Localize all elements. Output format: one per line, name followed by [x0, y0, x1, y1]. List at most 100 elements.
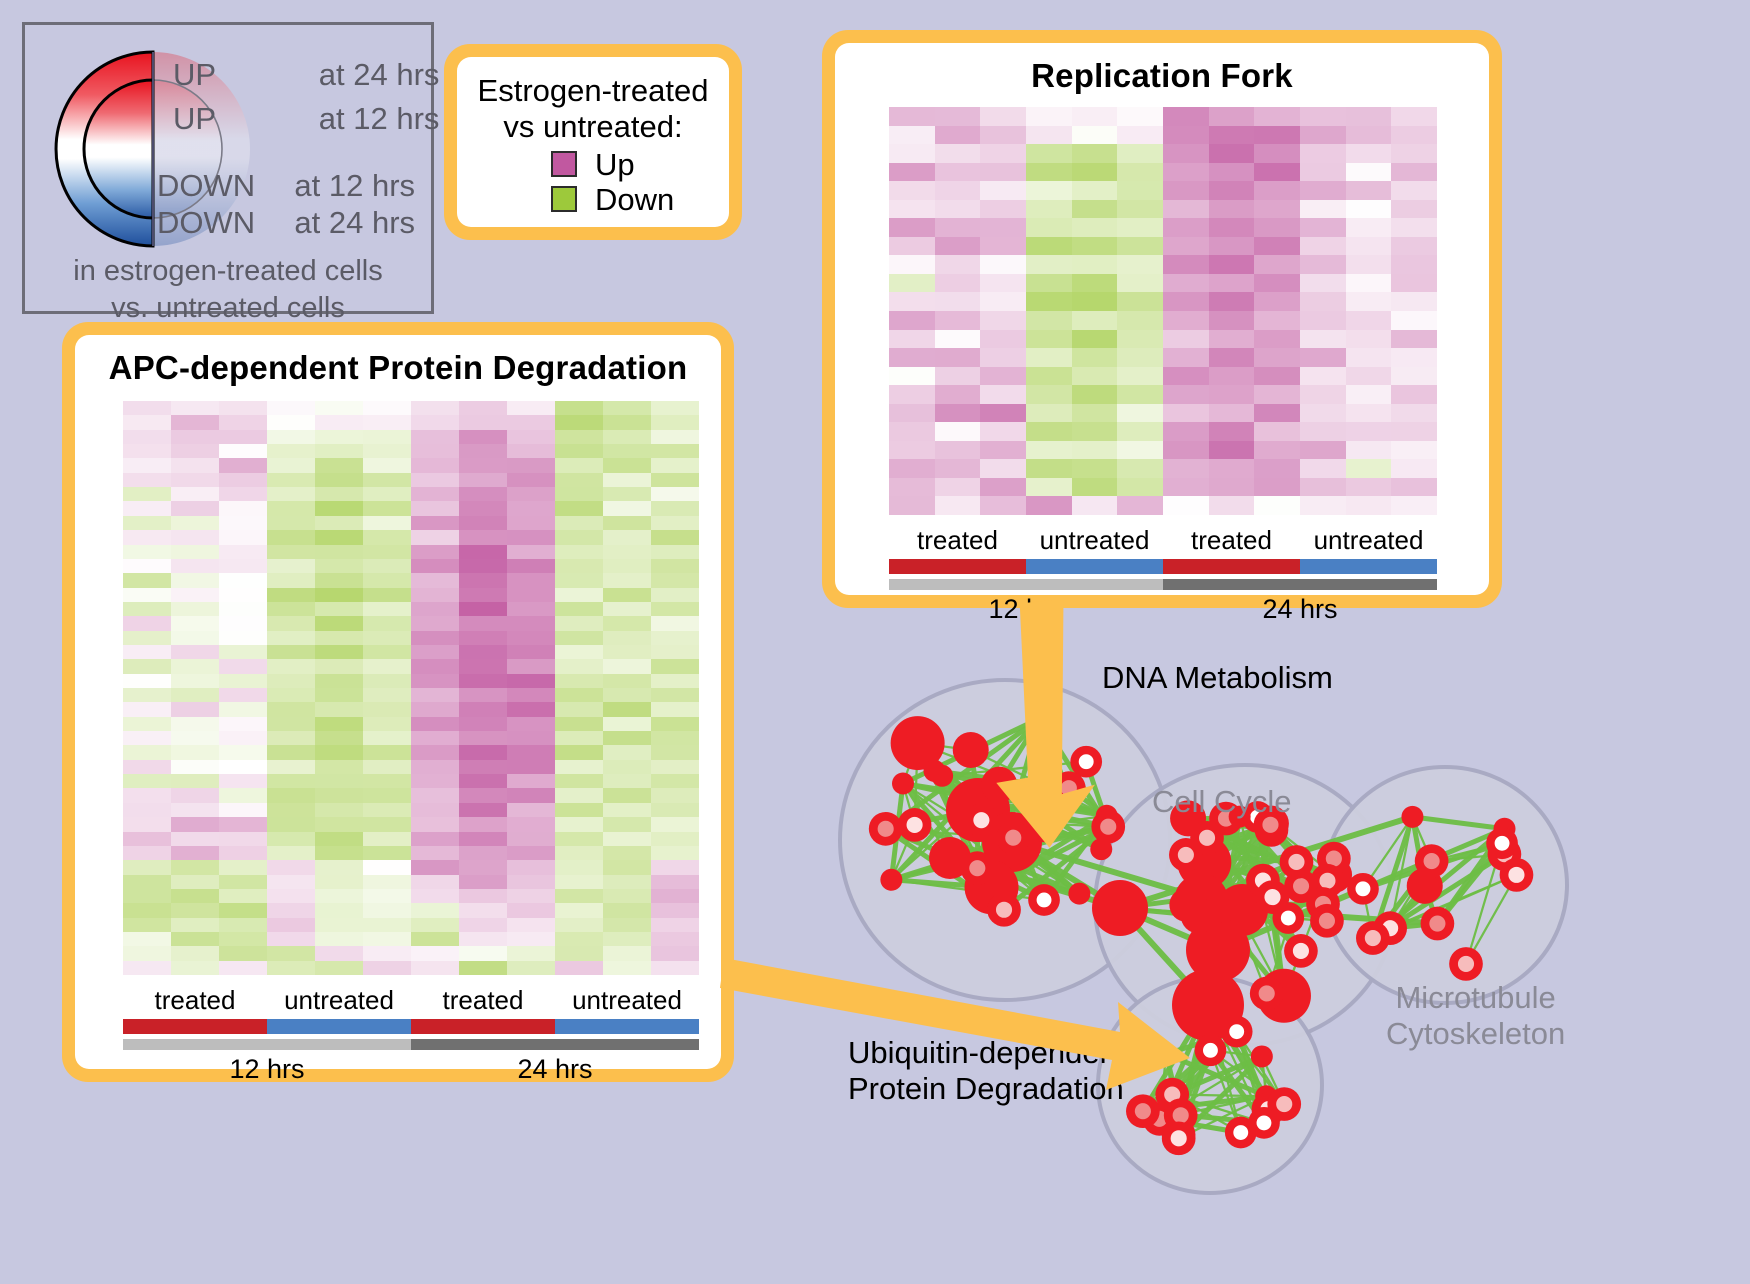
heatmap-cell [1117, 348, 1163, 367]
network-node[interactable] [878, 821, 894, 837]
network-node[interactable] [969, 860, 985, 876]
network-node[interactable] [1259, 985, 1275, 1001]
heatmap-cell [1254, 367, 1300, 386]
heatmap-cell [219, 458, 267, 472]
network-node[interactable] [1281, 911, 1296, 926]
heatmap-cell [123, 903, 171, 917]
heatmap-cell [507, 717, 555, 731]
network-node[interactable] [1319, 873, 1335, 889]
network-node[interactable] [1264, 889, 1280, 905]
heatmap-cell [171, 415, 219, 429]
network-node[interactable] [1429, 915, 1445, 931]
heatmap-cell [651, 832, 699, 846]
network-node[interactable] [1508, 867, 1524, 883]
color-legend-key-up: Up [551, 149, 729, 180]
heatmap-cell [1026, 422, 1072, 441]
heatmap-cell [459, 717, 507, 731]
network-node[interactable] [880, 869, 902, 891]
network-node[interactable] [1495, 836, 1510, 851]
network-node[interactable] [1401, 806, 1423, 828]
network-node[interactable] [1293, 878, 1309, 894]
heatmap-cell [555, 545, 603, 559]
heatmap-cell [411, 458, 459, 472]
network-node[interactable] [923, 760, 945, 782]
heatmap-cell [889, 459, 935, 478]
heatmap-cell [1072, 126, 1118, 145]
heatmap-cell [603, 674, 651, 688]
heatmap-cell [1209, 181, 1255, 200]
heatmap-cell [219, 688, 267, 702]
network-node[interactable] [1276, 1096, 1292, 1112]
heatmap-cell [1209, 367, 1255, 386]
network-node[interactable] [1092, 880, 1148, 936]
network-node[interactable] [1424, 853, 1440, 869]
heatmap-cell [123, 875, 171, 889]
heatmap-cell [1026, 292, 1072, 311]
heatmap-cell [507, 918, 555, 932]
heatmap-cell [123, 616, 171, 630]
heatmap-cell [123, 702, 171, 716]
heatmap-cell [1163, 367, 1209, 386]
network-node[interactable] [892, 773, 914, 795]
network-node[interactable] [1293, 943, 1309, 959]
heatmap-cell [555, 731, 603, 745]
network-node[interactable] [907, 817, 923, 833]
network-node[interactable] [1257, 1115, 1272, 1130]
heatmap-cell [603, 501, 651, 515]
heatmap-cell [507, 875, 555, 889]
network-node[interactable] [1356, 881, 1371, 896]
network-node[interactable] [996, 902, 1012, 918]
heatmap-cell [1026, 441, 1072, 460]
heatmap-cell [555, 602, 603, 616]
heatmap-cell [651, 889, 699, 903]
heatmap-cell [171, 788, 219, 802]
heatmap-cell [267, 702, 315, 716]
heatmap-cell [935, 348, 981, 367]
heatmap-cell [935, 292, 981, 311]
heatmap-cell [1163, 218, 1209, 237]
heatmap-cell [411, 846, 459, 860]
heatmap-cell [1026, 311, 1072, 330]
heatmap-cell [459, 860, 507, 874]
network-node[interactable] [1068, 883, 1090, 905]
heatmap-cell [171, 903, 219, 917]
heatmap-cell [1026, 237, 1072, 256]
network-node[interactable] [1233, 1125, 1248, 1140]
heatmap-cell [980, 255, 1026, 274]
heatmap-cell [363, 530, 411, 544]
heatmap-cell [555, 903, 603, 917]
heatmap-cell [1391, 107, 1437, 126]
heatmap-cell [411, 760, 459, 774]
network-node[interactable] [1171, 1130, 1187, 1146]
network-node[interactable] [1458, 956, 1474, 972]
heatmap-cell [1300, 144, 1346, 163]
heatmap-cell [935, 441, 981, 460]
heatmap-cell [219, 731, 267, 745]
down-color-swatch [551, 186, 577, 212]
heatmap-cell [1391, 404, 1437, 423]
network-node[interactable] [1181, 897, 1217, 933]
network-node[interactable] [1365, 930, 1381, 946]
heatmap-cell [171, 444, 219, 458]
ring-row-down-12: DOWN at 12 hrs [157, 168, 415, 204]
heatmap-cell [603, 817, 651, 831]
heatmap-cell [1117, 218, 1163, 237]
heatmap-cell [889, 330, 935, 349]
heatmap-cell [980, 348, 1026, 367]
timepoint-bar-segment [889, 579, 1163, 590]
heatmap-cell [555, 961, 603, 975]
network-node[interactable] [1319, 913, 1335, 929]
heatmap-cell [123, 731, 171, 745]
network-node[interactable] [1037, 893, 1052, 908]
heatmap-cell [507, 788, 555, 802]
color-legend-title-line2: vs untreated: [457, 109, 729, 145]
heatmap-cell [315, 903, 363, 917]
heatmap-cell [1254, 348, 1300, 367]
network-node[interactable] [1251, 1045, 1273, 1067]
heatmap-cell [363, 688, 411, 702]
column-group-label: treated [1163, 525, 1300, 556]
network-node[interactable] [1288, 854, 1304, 870]
heatmap-cell [603, 903, 651, 917]
heatmap-cell [171, 645, 219, 659]
heatmap-cell [555, 918, 603, 932]
